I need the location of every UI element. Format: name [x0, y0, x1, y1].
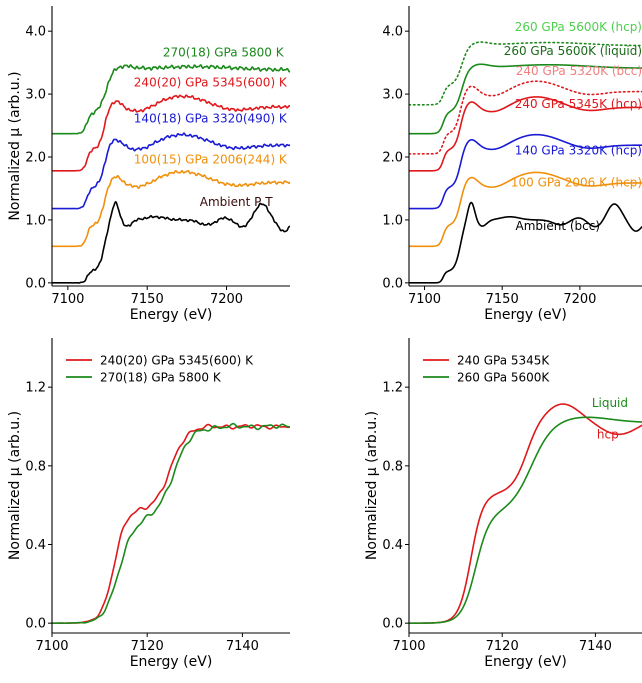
series-line-1 [52, 422, 290, 624]
y-tick-label: 1.2 [382, 381, 403, 396]
series-line-2 [52, 132, 290, 210]
annotation: 240 GPa 5345K (hcp) [515, 97, 642, 111]
x-tick-label: 7150 [486, 292, 519, 307]
legend-label: 240(20) GPa 5345(600) K [100, 354, 254, 368]
annotation: 100 GPa 2006 K (hcp) [511, 176, 642, 190]
y-tick-label: 1.0 [382, 213, 403, 228]
y-tick-label: 0.4 [382, 538, 403, 553]
annotation: 270(18) GPa 5800 K [163, 45, 285, 59]
y-tick-label: 3.0 [25, 88, 46, 103]
panel-bottom-right: 7100 7120 7140 0.0 0.4 0.8 1.2 Energy (eV) Norma… [364, 338, 642, 670]
legend-label: 240 GPa 5345K [457, 354, 550, 368]
x-tick-label: 7140 [579, 639, 612, 654]
x-axis-title: Energy (eV) [130, 654, 213, 670]
x-tick-label: 7200 [563, 292, 596, 307]
y-tick-label: 0.0 [25, 276, 46, 291]
panel-top-right: 7100 7150 7200 0.0 1.0 2.0 3.0 4.0 Energy (eV) 26… [382, 6, 642, 323]
y-axis-title: Normalized μ (arb.u.) [364, 411, 380, 560]
y-axis-title: Normalized μ (arb.u.) [7, 411, 23, 560]
series-line-1 [409, 416, 642, 624]
x-tick-label: 7100 [51, 292, 84, 307]
x-tick-label: 7120 [131, 639, 164, 654]
annotation: 260 GPa 5600K (liquid) [504, 44, 642, 58]
x-tick-label: 7200 [210, 292, 243, 307]
y-tick-label: 0.0 [382, 617, 403, 632]
y-tick-label: 3.0 [382, 88, 403, 103]
x-tick-label: 7100 [408, 292, 441, 307]
legend-label: 260 GPa 5600K [457, 371, 550, 385]
annotation: Ambient (bcc) [516, 219, 601, 233]
series-line-3 [52, 94, 290, 172]
series-line-0 [52, 423, 290, 624]
annotation: 140(18) GPa 3320(490) K [134, 111, 288, 125]
annotation: 140 GPa 3320K (hcp) [515, 143, 642, 157]
annotation: Liquid [592, 396, 628, 410]
y-tick-label: 0.8 [25, 459, 46, 474]
y-tick-label: 0.0 [25, 617, 46, 632]
series-line-5 [409, 63, 642, 135]
series-line-6 [409, 41, 642, 106]
x-tick-label: 7100 [392, 639, 425, 654]
x-axis-title: Energy (eV) [130, 307, 213, 323]
annotation: 240(20) GPa 5345(600) K [134, 76, 288, 90]
annotation: 100(15) GPa 2006(244) K [134, 152, 288, 166]
y-tick-label: 1.2 [25, 381, 46, 396]
x-tick-label: 7100 [35, 639, 68, 654]
y-tick-label: 0.0 [382, 276, 403, 291]
series-line-4 [52, 64, 290, 135]
x-tick-label: 7140 [226, 639, 259, 654]
y-tick-label: 4.0 [25, 25, 46, 40]
annotation: 240 GPa 5320K (bcc) [516, 64, 642, 78]
series-line-0 [52, 201, 290, 284]
y-tick-label: 0.4 [25, 538, 46, 553]
legend-label: 270(18) GPa 5800 K [100, 371, 222, 385]
annotation: 260 GPa 5600K (hcp) [515, 20, 642, 34]
panel-bottom-left: 7100 7120 7140 0.0 0.4 0.8 1.2 Energy (eV) Norma… [7, 338, 290, 670]
series-group [52, 64, 290, 284]
y-tick-label: 0.8 [382, 459, 403, 474]
y-tick-label: 2.0 [382, 151, 403, 166]
series-line-1 [409, 171, 642, 248]
x-axis-title: Energy (eV) [484, 307, 567, 323]
series-group [409, 41, 642, 284]
y-tick-label: 4.0 [382, 25, 403, 40]
series-line-2 [409, 133, 642, 210]
series-group [52, 422, 290, 624]
series-group [409, 403, 642, 624]
series-line-3 [409, 96, 642, 172]
series-line-4 [409, 80, 642, 155]
series-line-1 [52, 169, 290, 248]
x-axis-title: Energy (eV) [484, 654, 567, 670]
annotation: hcp [597, 427, 619, 441]
y-tick-label: 2.0 [25, 151, 46, 166]
x-tick-label: 7150 [131, 292, 164, 307]
series-line-0 [409, 201, 642, 284]
x-tick-label: 7120 [486, 639, 519, 654]
panel-top-left: 7100 7150 7200 0.0 1.0 2.0 3.0 4.0 Energy (eV) No… [7, 6, 290, 323]
y-axis-title: Normalized μ (arb.u.) [7, 71, 23, 220]
annotation: Ambient P T [200, 195, 273, 209]
y-tick-label: 1.0 [25, 213, 46, 228]
